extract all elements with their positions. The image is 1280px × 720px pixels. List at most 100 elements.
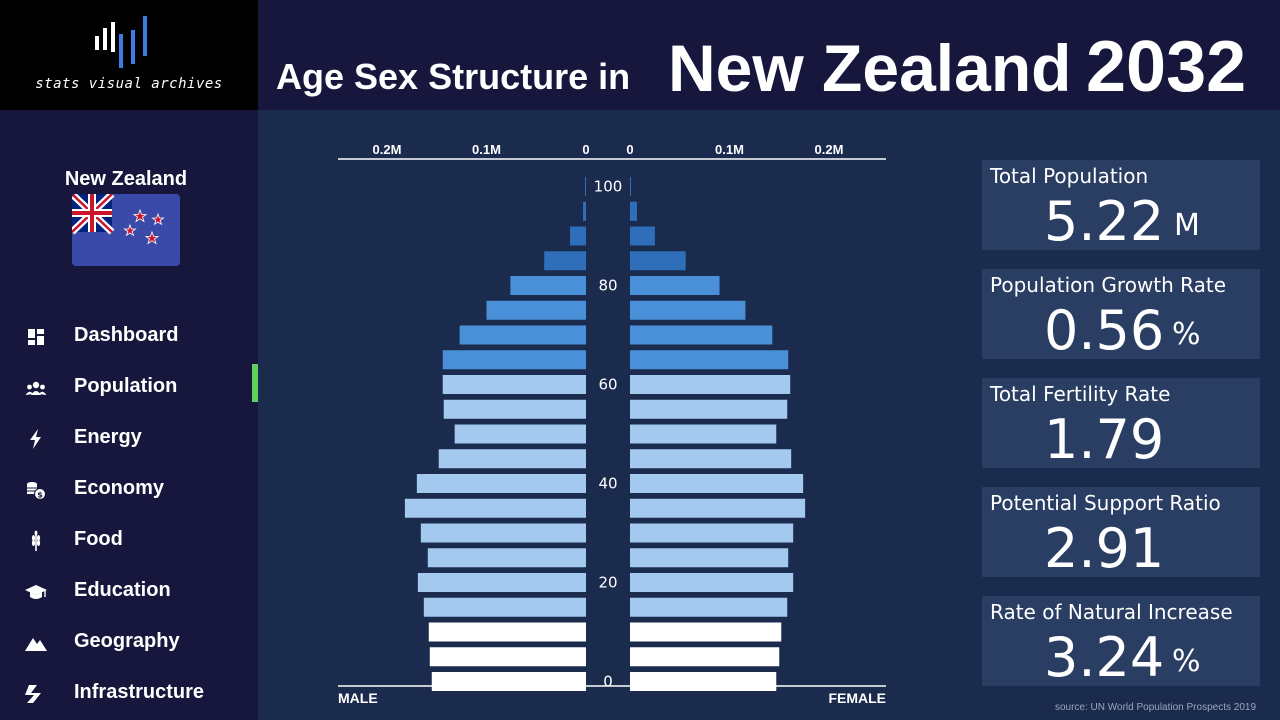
female-bar-0-4 xyxy=(630,672,777,691)
female-bar-75-79 xyxy=(630,300,746,320)
stat-label: Population Growth Rate xyxy=(990,273,1227,297)
x-tick-label-right: 0.1M xyxy=(715,142,744,157)
stat-value: 0.56 xyxy=(1044,299,1165,362)
sidebar-item-geography[interactable]: Geography xyxy=(0,622,258,662)
wheat-icon xyxy=(31,530,41,551)
sidebar-item-label: Infrastructure xyxy=(74,681,205,703)
stat-value: 1.79 xyxy=(1044,408,1165,471)
female-label: FEMALE xyxy=(828,690,886,706)
male-bar-40-44 xyxy=(416,474,586,493)
stat-value: 5.22 xyxy=(1044,190,1165,253)
page-title-year: 2032 xyxy=(1086,27,1247,107)
stat-value: 2.91 xyxy=(1044,517,1165,580)
coins-icon: $ xyxy=(27,482,46,500)
male-bar-30-34 xyxy=(420,523,586,543)
male-bar-10-14 xyxy=(428,622,586,642)
sidebar-item-education[interactable]: Education xyxy=(0,571,258,611)
sidebar-item-population[interactable]: Population xyxy=(0,367,258,407)
country-name: New Zealand xyxy=(64,168,188,190)
sidebar-item-label: Population xyxy=(74,375,178,397)
female-bar-15-19 xyxy=(630,597,788,617)
male-bar-0-4 xyxy=(431,672,586,691)
male-bar-35-39 xyxy=(404,498,586,518)
female-bar-55-59 xyxy=(630,399,788,419)
svg-text:$: $ xyxy=(37,491,43,500)
female-bar-95-99 xyxy=(630,201,637,221)
age-label: 80 xyxy=(598,277,617,295)
brand-logo[interactable]: stats visual archives xyxy=(0,0,258,110)
sidebar-item-label: Education xyxy=(74,579,171,601)
sidebar-item-label: Dashboard xyxy=(74,324,179,346)
female-bar-65-69 xyxy=(630,350,789,370)
x-tick-label-left: 0.2M xyxy=(373,142,402,157)
female-bar-45-49 xyxy=(630,449,792,469)
stat-potential-support-ratio: Potential Support Ratio 2.91 xyxy=(982,487,1260,580)
age-label: 0 xyxy=(603,673,613,691)
sidebar-item-label: Economy xyxy=(74,477,165,499)
female-bar-40-44 xyxy=(630,474,804,493)
lightning-icon xyxy=(30,429,41,449)
brand-text: stats visual archives xyxy=(35,76,223,92)
sidebar-item-infrastructure[interactable]: Infrastructure xyxy=(0,673,258,713)
mountain-icon xyxy=(25,638,47,651)
new-zealand-flag-icon xyxy=(72,194,180,266)
sidebar-item-economy[interactable]: $ Economy xyxy=(0,469,258,509)
age-label: 100 xyxy=(594,178,623,196)
source-note: source: UN World Population Prospects 20… xyxy=(1054,702,1256,713)
stat-label: Total Fertility Rate xyxy=(990,382,1171,406)
male-bar-80-84 xyxy=(510,276,586,295)
x-tick-label-right: 0.2M xyxy=(815,142,844,157)
male-bar-95-99 xyxy=(583,201,586,221)
female-bar-25-29 xyxy=(630,548,789,568)
stat-label: Rate of Natural Increase xyxy=(990,600,1233,624)
sidebar-item-label: Geography xyxy=(74,630,180,652)
female-bar-85-89 xyxy=(630,251,686,271)
people-icon xyxy=(25,381,47,395)
female-bar-5-9 xyxy=(630,647,780,667)
graduation-cap-icon xyxy=(25,585,47,599)
male-bar-45-49 xyxy=(438,449,586,469)
sidebar-item-dashboard[interactable]: Dashboard xyxy=(0,316,258,356)
population-pyramid-chart: 0.2M 0.1M 0 0 0.1M 0.2M 100 80 60 40 20 0 MALE FEMALE xyxy=(338,142,886,706)
female-bar-35-39 xyxy=(630,498,806,518)
stat-total-population: Total Population 5.22 M xyxy=(982,160,1260,253)
female-bar-70-74 xyxy=(630,325,773,345)
male-bar-90-94 xyxy=(570,226,586,246)
stat-label: Potential Support Ratio xyxy=(990,491,1221,515)
age-label: 40 xyxy=(598,475,617,493)
male-bar-15-19 xyxy=(423,597,586,617)
sidebar-item-food[interactable]: Food xyxy=(0,520,258,560)
stat-unit: % xyxy=(1172,317,1201,352)
male-bar-100+ xyxy=(585,177,586,196)
male-bar-75-79 xyxy=(486,300,586,320)
bar-chart-logo-icon xyxy=(95,16,147,68)
age-label: 60 xyxy=(598,376,617,394)
stat-value: 3.24 xyxy=(1044,626,1165,689)
male-label: MALE xyxy=(338,690,378,706)
page-title-prefix: Age Sex Structure in xyxy=(276,56,631,97)
sidebar: stats visual archives New Zealand Dashb xyxy=(0,0,258,720)
stat-total-fertility-rate: Total Fertility Rate 1.79 xyxy=(982,378,1260,471)
x-tick-label-right: 0 xyxy=(626,142,633,157)
sidebar-item-energy[interactable]: Energy xyxy=(0,418,258,458)
x-tick-label-left: 0.1M xyxy=(472,142,501,157)
dashboard-icon xyxy=(28,329,44,345)
male-bar-85-89 xyxy=(544,251,586,271)
road-icon xyxy=(25,685,41,703)
x-tick-label-left: 0 xyxy=(582,142,589,157)
female-bar-80-84 xyxy=(630,276,720,295)
female-bar-20-24 xyxy=(630,573,794,592)
male-bar-5-9 xyxy=(429,647,586,667)
stat-label: Total Population xyxy=(990,164,1149,188)
page-title-country: New Zealand xyxy=(668,31,1072,105)
male-bar-50-54 xyxy=(454,424,586,444)
page-header: Age Sex Structure in New Zealand 2032 xyxy=(258,0,1280,110)
sidebar-item-label: Food xyxy=(74,528,123,550)
male-bar-55-59 xyxy=(443,399,586,419)
female-bar-100+ xyxy=(630,177,631,196)
female-bar-30-34 xyxy=(630,523,794,543)
active-nav-indicator xyxy=(252,364,258,402)
female-bar-10-14 xyxy=(630,622,782,642)
stat-unit: M xyxy=(1174,208,1200,243)
female-bar-60-64 xyxy=(630,375,791,394)
